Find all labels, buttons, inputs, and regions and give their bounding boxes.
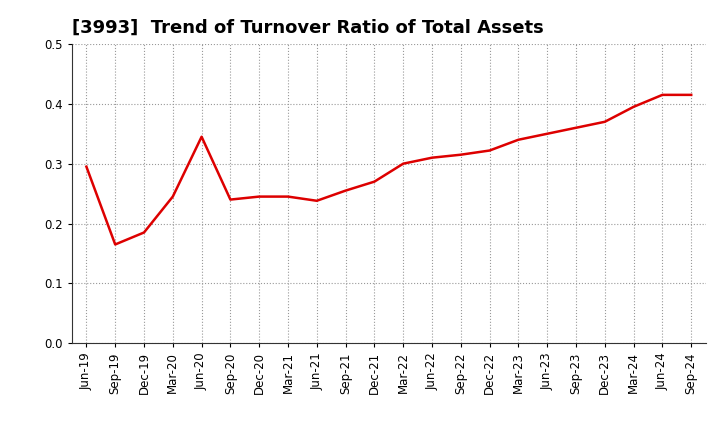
- Text: [3993]  Trend of Turnover Ratio of Total Assets: [3993] Trend of Turnover Ratio of Total …: [72, 19, 544, 37]
